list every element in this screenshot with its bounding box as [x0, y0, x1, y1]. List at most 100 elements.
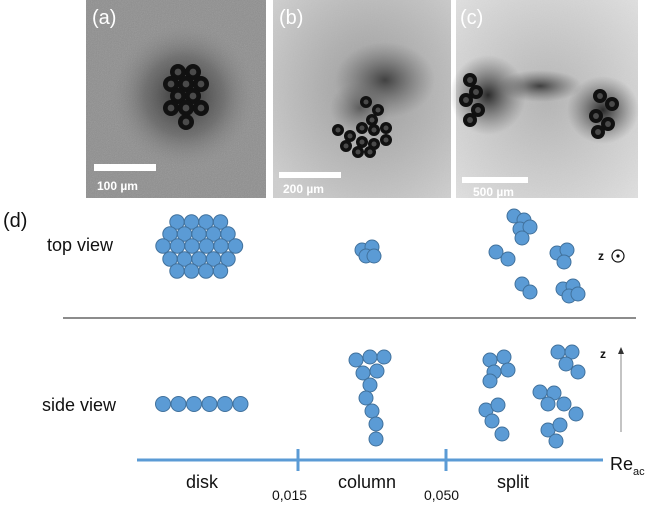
sphere [366, 248, 382, 264]
sphere [494, 426, 510, 442]
sphere [169, 263, 185, 279]
particle-core [371, 141, 377, 147]
particle-cluster-b [332, 96, 392, 158]
sphere [155, 396, 171, 412]
sphere [564, 344, 580, 360]
sphere [532, 384, 548, 400]
sphere [212, 263, 229, 279]
sphere [368, 431, 384, 447]
column-side-view [348, 349, 392, 447]
sphere [358, 390, 374, 406]
particle-core [605, 121, 611, 127]
particle-core [197, 104, 205, 112]
sphere [155, 238, 171, 254]
panel-c: (c) 500 µm [450, 0, 639, 199]
sphere [362, 377, 378, 393]
z-up-arrow-icon: z [600, 347, 624, 432]
top-view-label: top view [47, 235, 114, 255]
particle-core [593, 113, 599, 119]
particle-core [383, 125, 389, 131]
particle-core [355, 149, 361, 155]
particle-core [363, 99, 369, 105]
threshold-label-1: 0,015 [272, 487, 307, 503]
scale-bar-b [279, 172, 341, 178]
particle-core [359, 125, 365, 131]
z-out-of-plane-icon: z [598, 249, 625, 263]
sphere [212, 214, 229, 230]
sphere [220, 226, 236, 242]
particle-core [609, 101, 615, 107]
scale-bar-c [462, 177, 528, 183]
regime-split: split [497, 472, 529, 492]
sphere [550, 344, 566, 360]
sphere [183, 263, 200, 279]
sphere [368, 416, 384, 432]
particle-cluster-c [459, 73, 619, 139]
disk-side-view [155, 396, 249, 412]
column-top-view [354, 239, 382, 264]
regime-disk: disk [186, 472, 219, 492]
sphere [568, 406, 584, 422]
panel-a: (a) 100 µm [86, 0, 266, 198]
particle-core [375, 107, 381, 113]
sphere [227, 238, 244, 254]
sphere [484, 413, 500, 429]
particle-core [473, 89, 479, 95]
sphere [488, 244, 504, 260]
sphere [514, 230, 530, 246]
sphere [540, 396, 556, 412]
sphere [362, 349, 378, 365]
panel-b: (b) 200 µm [273, 0, 451, 198]
particle-core [467, 117, 473, 123]
sphere [548, 433, 564, 449]
sphere [552, 417, 568, 433]
sphere [558, 356, 574, 372]
particle-core [174, 68, 182, 76]
regime-column: column [338, 472, 396, 492]
re-axis: disk column split 0,015 0,050 Reac [137, 449, 645, 503]
panel-a-label: (a) [92, 7, 116, 29]
particle-core [335, 127, 341, 133]
split-side-view [478, 344, 586, 449]
particle-core [475, 107, 481, 113]
scale-label-c: 500 µm [473, 185, 514, 199]
particle-core [343, 143, 349, 149]
particle-core [347, 133, 353, 139]
svg-text:z: z [598, 249, 604, 263]
particle-core [369, 117, 375, 123]
sphere [220, 251, 236, 267]
particle-core [383, 137, 389, 143]
particle-core [174, 92, 182, 100]
scale-label-a: 100 µm [97, 179, 138, 193]
side-view-label: side view [42, 395, 117, 415]
sphere [556, 396, 572, 412]
particle-core [182, 118, 190, 126]
particle-core [189, 68, 197, 76]
particle-core [597, 93, 603, 99]
sphere [170, 396, 187, 412]
sphere [369, 363, 385, 379]
sphere [570, 286, 586, 302]
particle-core [467, 77, 473, 83]
particle-core [189, 92, 197, 100]
sphere [496, 349, 512, 365]
sphere [169, 238, 186, 254]
sphere [376, 349, 392, 365]
re-axis-name: Reac [610, 454, 645, 478]
scale-label-b: 200 µm [283, 182, 324, 196]
particle-core [167, 80, 175, 88]
panel-d-label: (d) [3, 210, 27, 232]
sphere [198, 263, 214, 279]
scale-bar-a [94, 164, 156, 171]
particle-core [167, 104, 175, 112]
sphere [201, 396, 218, 412]
particle-core [182, 80, 190, 88]
sphere [500, 251, 516, 267]
sphere [364, 403, 380, 419]
disk-top-view [155, 214, 244, 279]
particle-core [367, 149, 373, 155]
sphere [213, 238, 229, 254]
svg-text:z: z [600, 347, 606, 361]
particle-core [595, 129, 601, 135]
